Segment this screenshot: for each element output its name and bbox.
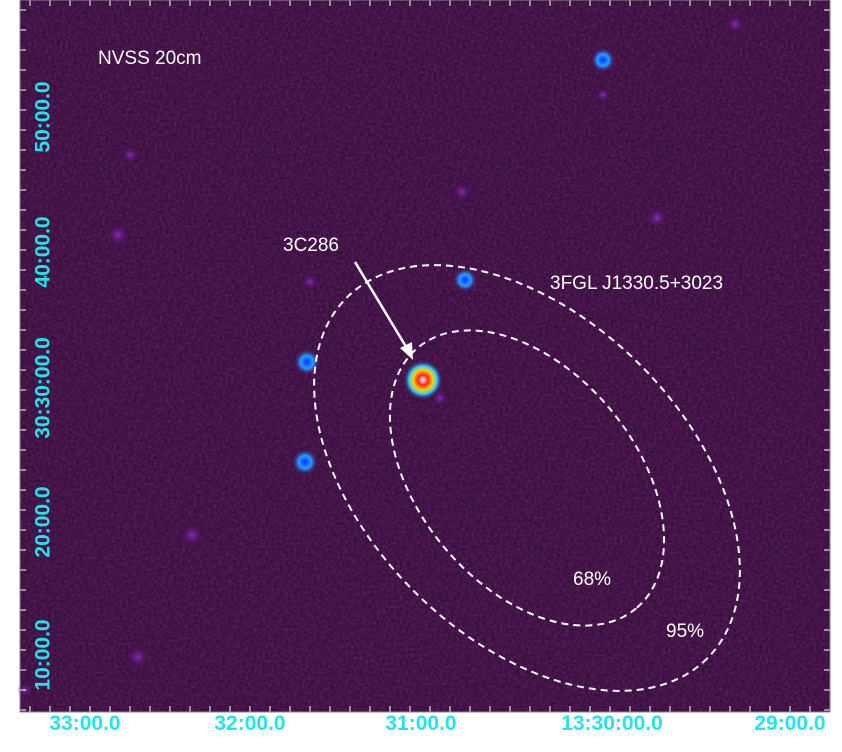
region-label: 3FGL J1330.5+3023 <box>550 273 723 294</box>
x-axis-label: 32:00.0 <box>214 712 285 735</box>
contour-label: 68% <box>573 569 611 590</box>
x-axis-label: 33:00.0 <box>49 712 120 735</box>
y-axis-label: 30:30:00.0 <box>32 337 55 439</box>
noise <box>20 0 830 712</box>
sky-image: NVSS 20cm 3C286 3FGL J1330.5+3023 68% 95… <box>0 0 842 752</box>
y-axis-label: 20:00.0 <box>32 486 55 557</box>
y-axis-label: 40:00.0 <box>32 216 55 287</box>
band-label: NVSS 20cm <box>98 48 201 69</box>
x-axis-label: 13:30:00.0 <box>561 712 663 735</box>
source-label: 3C286 <box>283 235 339 256</box>
contour-label: 95% <box>666 621 704 642</box>
y-axis-label: 10:00.0 <box>32 619 55 690</box>
x-axis-label: 31:00.0 <box>385 712 456 735</box>
y-axis-label: 50:00.0 <box>32 81 55 152</box>
x-axis-label: 29:00.0 <box>754 712 825 735</box>
